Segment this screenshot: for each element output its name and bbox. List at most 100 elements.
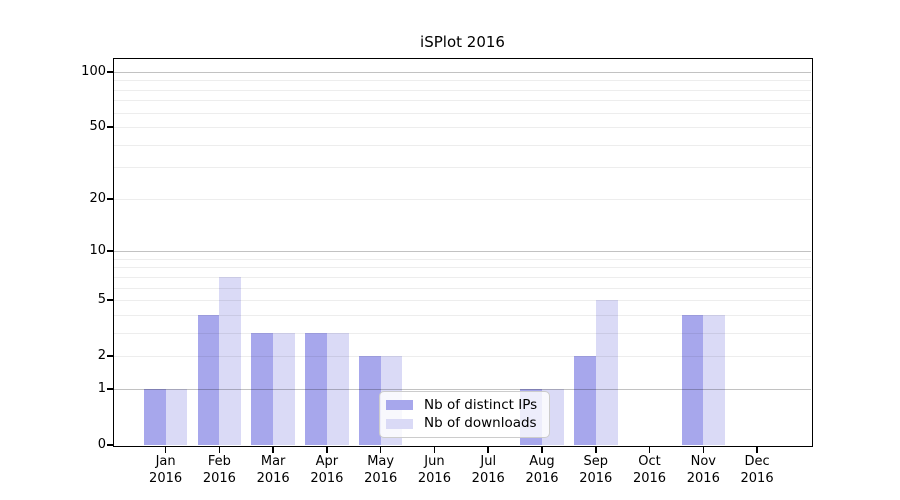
bar-downloads-nov [703,314,726,445]
x-tick-year: 2016 [525,470,559,486]
x-tick-mark [164,446,167,453]
x-tick-label-jul: Jul 2016 [458,454,518,487]
gridline-minor [114,167,811,169]
legend-label-downloads: Nb of downloads [424,415,537,432]
y-tick-label: 0 [97,437,106,452]
x-tick-label-sep: Sep 2016 [566,454,626,487]
legend-swatch-downloads [386,418,413,429]
x-tick-year: 2016 [202,470,236,486]
x-tick-year: 2016 [310,470,344,486]
y-tick-label: 10 [89,243,106,259]
y-tick-mark [106,444,114,446]
y-tick-mark [106,299,114,301]
x-tick-month: Aug [529,454,555,469]
y-tick-label: 1 [97,380,106,396]
x-tick-month: Dec [744,454,770,469]
y-tick-mark [106,388,114,390]
x-tick-year: 2016 [471,470,505,486]
plot-border [112,57,813,447]
x-tick-label-aug: Aug 2016 [512,454,572,487]
x-tick-year: 2016 [417,470,451,486]
x-tick-mark [756,446,758,453]
legend-item-downloads: Nb of downloads [386,416,541,431]
y-tick-mark [106,126,114,128]
x-tick-mark [541,446,543,453]
y-tick-label: 100 [81,63,106,79]
bar-distinct-ips-nov [681,314,704,445]
bar-distinct-ips-mar [251,332,274,445]
gridline-minor [114,287,811,289]
gridline-minor [114,300,811,302]
x-tick-year: 2016 [364,470,398,486]
x-tick-month: Apr [315,454,339,469]
x-tick-label-jan: Jan 2016 [136,454,196,487]
bar-distinct-ips-jan [143,388,166,445]
x-tick-label-oct: Oct 2016 [620,454,680,487]
bar-distinct-ips-may [358,356,381,445]
x-tick-label-dec: Dec 2016 [727,454,787,487]
gridline-minor [114,314,811,316]
bar-downloads-apr [326,332,349,445]
gridline-minor [114,356,811,358]
x-tick-mark [595,446,597,453]
x-tick-mark [218,446,221,453]
gridline-minor [114,127,811,129]
y-tick-mark [106,250,114,252]
y-tick-mark [106,355,114,357]
x-tick-month: Jul [480,454,497,469]
gridline-minor [114,267,811,269]
x-tick-year: 2016 [256,470,290,486]
bar-distinct-ips-feb [197,314,220,445]
x-tick-month: Sep [583,454,608,469]
y-tick-label: 5 [97,292,106,308]
bar-distinct-ips-sep [573,356,596,445]
gridline-major [114,71,811,73]
x-tick-mark [648,446,651,453]
gridline-major [114,251,811,253]
gridline-minor [114,80,811,82]
gridline-minor [114,112,811,114]
y-tick-label: 2 [97,348,106,364]
x-tick-label-may: May 2016 [351,454,411,487]
gridline-minor [114,332,811,334]
x-tick-year: 2016 [740,470,774,486]
x-tick-label-jun: Jun 2016 [404,454,464,487]
bar-downloads-jan [165,388,188,445]
gridline-minor [114,100,811,102]
x-tick-label-feb: Feb 2016 [189,454,249,487]
y-tick-mark [106,198,114,200]
x-tick-mark [272,446,274,453]
bar-downloads-mar [273,332,295,445]
legend-label-distinct-ips: Nb of distinct IPs [424,396,538,413]
x-tick-label-nov: Nov 2016 [673,454,733,487]
x-tick-month: Feb [207,454,231,469]
legend-item-distinct-ips: Nb of distinct IPs [386,396,541,413]
y-tick-label: 50 [89,119,106,135]
gridline-minor [114,198,811,200]
x-tick-label-apr: Apr 2016 [297,454,357,487]
bar-downloads-feb [219,276,242,445]
x-tick-year: 2016 [579,470,613,486]
gridline-major [114,388,811,390]
x-tick-mark [433,446,436,453]
x-tick-label-mar: Mar 2016 [243,454,303,487]
x-tick-month: Jun [424,454,445,469]
gridline-minor [114,258,811,260]
gridline-minor [114,89,811,91]
x-tick-month: Oct [638,454,661,469]
legend-swatch-distinct-ips [386,400,413,411]
gridline-minor [114,276,811,278]
bar-downloads-sep [595,300,618,445]
y-tick-label: 20 [89,190,106,206]
x-tick-month: Mar [260,454,286,469]
x-tick-mark [379,446,382,453]
x-tick-month: May [367,454,395,469]
x-tick-month: Jan [155,454,176,469]
chart-title: iSPlot 2016 [420,33,505,51]
legend: Nb of distinct IPs Nb of downloads [379,391,550,438]
x-tick-year: 2016 [686,470,720,486]
y-tick-mark [106,71,114,73]
x-tick-month: Nov [690,454,716,469]
gridline-minor [114,144,811,146]
x-tick-mark [702,446,705,453]
